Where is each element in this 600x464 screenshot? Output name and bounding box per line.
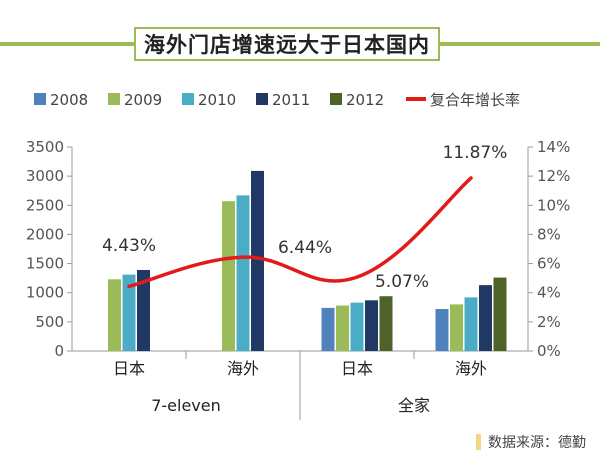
y-left-tick-label: 1000 [26, 284, 64, 302]
y-right-tick-label: 12% [537, 167, 570, 185]
legend-swatch-2010 [182, 93, 194, 105]
cagr-data-label: 6.44% [278, 238, 332, 258]
bar-2012 [379, 296, 393, 351]
y-left-tick-label: 2000 [26, 225, 64, 243]
bar-2009 [336, 305, 349, 351]
legend-swatch-2008 [34, 93, 46, 105]
legend-label: 2011 [272, 91, 310, 109]
y-left-tick-label: 500 [35, 313, 64, 331]
y-right-tick-label: 8% [537, 225, 561, 243]
chart-title-box: 海外门店增速远大于日本国内 [134, 27, 440, 61]
bar-2008 [321, 307, 335, 351]
bar-2009 [108, 279, 121, 351]
category-label: 日本 [113, 359, 145, 378]
legend-swatch-2009 [108, 93, 120, 105]
bar-2011 [365, 300, 378, 351]
y-left-tick-label: 1500 [26, 255, 64, 273]
bar-2009 [450, 304, 463, 351]
bar-2010 [236, 195, 250, 351]
cagr-data-label: 4.43% [102, 236, 156, 256]
bar-2010 [464, 297, 478, 351]
legend-swatch-2012 [330, 93, 342, 105]
y-left-tick-label: 0 [54, 342, 64, 360]
y-right-tick-label: 6% [537, 255, 561, 273]
y-right-tick-label: 0% [537, 342, 561, 360]
chart-title: 海外门店增速远大于日本国内 [144, 33, 430, 57]
legend-swatch-2011 [256, 93, 268, 105]
y-right-tick-label: 14% [537, 138, 570, 156]
cagr-data-label: 5.07% [375, 272, 429, 292]
legend-label: 2012 [346, 91, 384, 109]
bar-2012 [493, 277, 507, 351]
cagr-line [127, 176, 473, 289]
legend-label: 复合年增长率 [430, 91, 520, 109]
category-label: 海外 [227, 359, 259, 378]
category-label: 日本 [341, 359, 373, 378]
legend-label: 2010 [198, 91, 236, 109]
legend-label: 2009 [124, 91, 162, 109]
y-right-tick-label: 4% [537, 284, 561, 302]
bar-2011 [251, 170, 264, 351]
bar-2008 [435, 309, 449, 351]
legend-label: 2008 [50, 91, 88, 109]
category-label: 海外 [455, 359, 487, 378]
bar-2009 [222, 201, 235, 351]
bar-2011 [137, 269, 150, 351]
y-left-tick-label: 3500 [26, 138, 64, 156]
cagr-data-label: 11.87% [443, 143, 508, 163]
group-label: 全家 [398, 396, 430, 415]
y-left-tick-label: 3000 [26, 167, 64, 185]
data-source: 数据来源：德勤 [476, 432, 586, 452]
bar-2010 [350, 302, 364, 351]
source-text: 数据来源：德勤 [488, 435, 586, 451]
group-label: 7-eleven [151, 396, 221, 415]
bar-2010 [122, 274, 136, 351]
source-marker [476, 434, 481, 450]
y-right-tick-label: 2% [537, 313, 561, 331]
bar-2011 [479, 285, 492, 351]
y-left-tick-label: 2500 [26, 196, 64, 214]
y-right-tick-label: 10% [537, 196, 570, 214]
